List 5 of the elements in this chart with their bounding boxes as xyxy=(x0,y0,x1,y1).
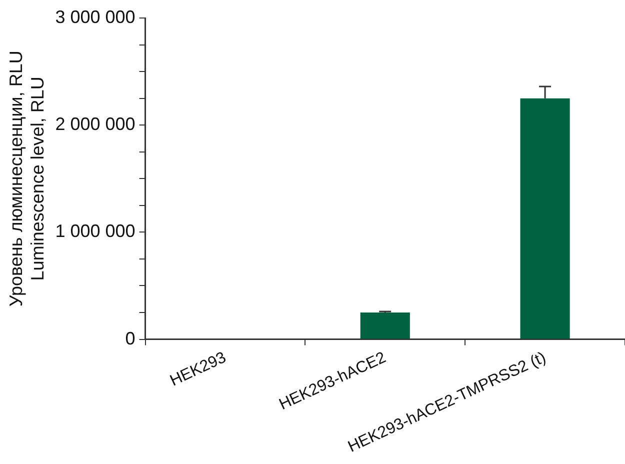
y-tick-label: 3 000 000 xyxy=(55,6,136,27)
y-tick-label: 0 xyxy=(125,328,136,348)
y-tick-label: 1 000 000 xyxy=(55,221,136,242)
y-axis-title: Уровень люминесценции, RLU Luminescence level, RLU xyxy=(6,50,48,307)
y-tick-label: 2 000 000 xyxy=(55,114,136,134)
